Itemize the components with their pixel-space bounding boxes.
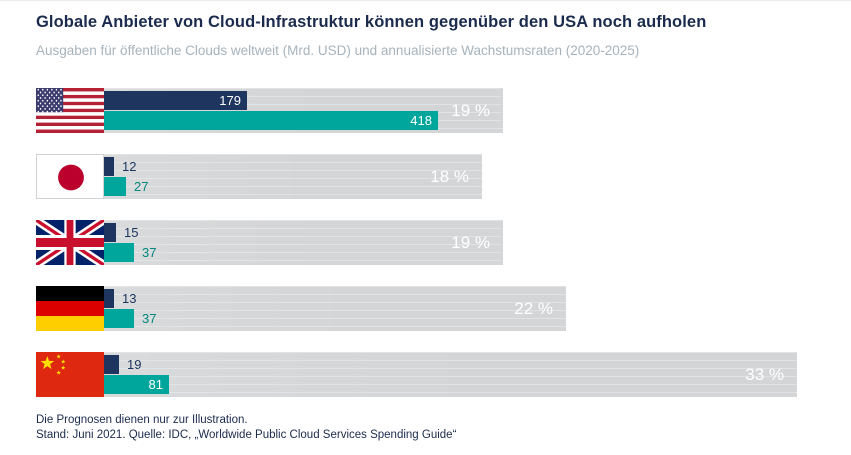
deutschland-flag-icon xyxy=(36,286,104,331)
value-bar-teal-jp xyxy=(104,177,126,196)
chart-title: Globale Anbieter von Cloud-Infrastruktur… xyxy=(36,13,707,31)
chart-row-gb: 19 % 15 37 xyxy=(36,220,836,265)
value-bar-navy-de xyxy=(104,289,114,308)
value-bar-teal-us: 418 xyxy=(104,111,438,130)
united-kingdom-flag-icon xyxy=(36,220,104,265)
chart-subtitle: Ausgaben für öffentliche Clouds weltweit… xyxy=(36,43,640,58)
growth-bar-cn: 33 % xyxy=(104,352,797,397)
value-bar-teal-gb xyxy=(104,243,134,262)
value-bar-teal-de xyxy=(104,309,134,328)
value-label-teal-cn: 81 xyxy=(148,377,163,392)
value-label-navy-cn: 19 xyxy=(127,357,142,372)
value-bar-navy-us: 179 xyxy=(104,91,247,110)
value-label-teal-jp: 27 xyxy=(134,179,149,194)
growth-bar-jp: 18 % xyxy=(104,154,482,199)
footnote-illustration: Die Prognosen dienen nur zur Illustratio… xyxy=(36,414,248,426)
value-label-teal-gb: 37 xyxy=(142,245,157,260)
value-label-navy-gb: 15 xyxy=(124,225,139,240)
growth-bar-gb: 19 % xyxy=(104,220,503,265)
value-label-navy-jp: 12 xyxy=(122,159,137,174)
value-bar-navy-gb xyxy=(104,223,116,242)
china-flag-icon xyxy=(36,352,104,397)
chart-row-cn: 33 % 19 81 xyxy=(36,352,836,397)
value-label-teal-de: 37 xyxy=(142,311,157,326)
chart-rows: 19 % 179 418 18 % 12 27 19 % 15 37 22 % 13 37 33 % 19… xyxy=(36,88,836,418)
footnote-source: Stand: Juni 2021. Quelle: IDC, „Worldwid… xyxy=(36,429,457,441)
value-label-teal-us: 418 xyxy=(410,113,432,128)
chart-row-de: 22 % 13 37 xyxy=(36,286,836,331)
value-bar-navy-cn xyxy=(104,355,119,374)
value-bar-teal-cn: 81 xyxy=(104,375,169,394)
chart-row-us: 19 % 179 418 xyxy=(36,88,836,133)
japan-flag-icon xyxy=(36,154,104,199)
growth-label-de: 22 % xyxy=(514,299,553,318)
value-label-navy-us: 179 xyxy=(219,93,241,108)
growth-label-us: 19 % xyxy=(451,101,490,120)
value-label-navy-de: 13 xyxy=(122,291,137,306)
growth-label-jp: 18 % xyxy=(430,167,469,186)
usa-flag-icon xyxy=(36,88,104,133)
growth-label-cn: 33 % xyxy=(745,365,784,384)
growth-label-gb: 19 % xyxy=(451,233,490,252)
chart-row-jp: 18 % 12 27 xyxy=(36,154,836,199)
value-bar-navy-jp xyxy=(104,157,114,176)
growth-bar-de: 22 % xyxy=(104,286,566,331)
